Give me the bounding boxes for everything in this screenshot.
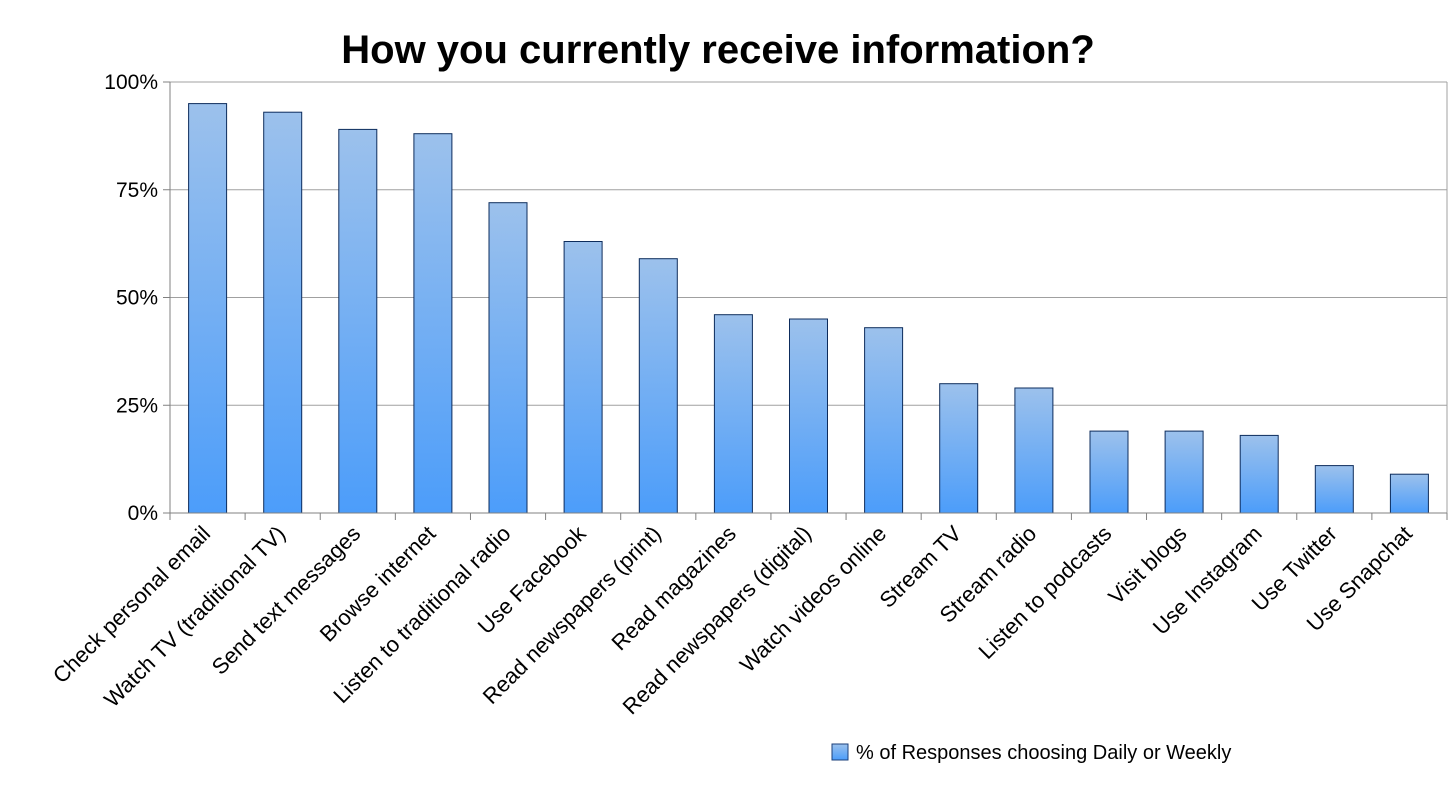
y-tick-label: 75% xyxy=(116,179,158,202)
y-tick-label: 25% xyxy=(116,394,158,417)
bar xyxy=(338,128,378,514)
bar xyxy=(638,258,678,514)
bar xyxy=(1314,465,1354,514)
legend: % of Responses choosing Daily or Weekly xyxy=(831,742,1231,764)
bar xyxy=(1239,434,1279,514)
bar xyxy=(1014,387,1054,514)
chart-title: How you currently receive information? xyxy=(341,28,1095,72)
bar xyxy=(789,318,828,514)
bar xyxy=(1389,473,1429,514)
bar xyxy=(563,241,603,514)
y-tick-label: 0% xyxy=(128,502,158,525)
bar xyxy=(864,327,904,514)
bar xyxy=(1089,430,1129,514)
bar xyxy=(188,103,228,514)
bar xyxy=(413,133,453,514)
y-tick-label: 50% xyxy=(116,287,158,310)
legend-label: % of Responses choosing Daily or Weekly xyxy=(856,742,1231,764)
y-tick-label: 100% xyxy=(104,71,158,94)
bar xyxy=(263,111,303,514)
bar xyxy=(939,383,979,514)
bar xyxy=(488,202,528,514)
bar xyxy=(1164,430,1204,514)
legend-swatch xyxy=(831,743,849,761)
bar xyxy=(713,314,753,514)
